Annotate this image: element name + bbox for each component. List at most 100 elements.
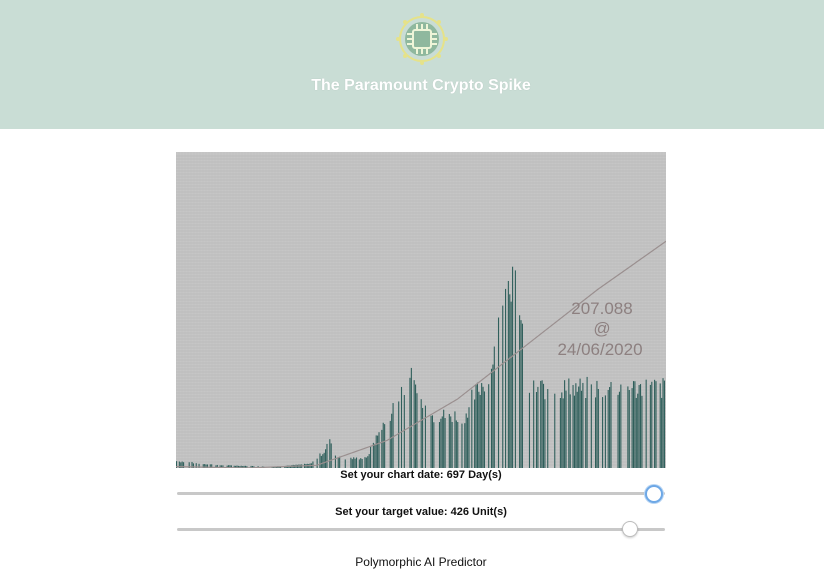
chart-bar <box>431 415 433 468</box>
chart-bar <box>597 389 599 468</box>
date-slider-thumb[interactable] <box>645 485 663 503</box>
site-header: The Paramount Crypto Spike <box>0 0 824 129</box>
chart-bar <box>209 464 211 468</box>
chart-bar <box>609 387 611 468</box>
chart-bar <box>655 381 657 468</box>
chart-bar <box>440 418 442 468</box>
chart-bar <box>457 422 459 468</box>
chart-bar <box>226 465 228 468</box>
chart-bar <box>322 454 324 468</box>
chart-bar <box>243 465 245 468</box>
chart-bar <box>651 381 653 468</box>
chart-bar <box>339 456 341 468</box>
chart-bar <box>438 422 441 468</box>
chart-bar <box>561 392 563 468</box>
chart-bar <box>206 464 209 468</box>
chart-bar <box>620 384 622 468</box>
chart-bar <box>639 384 642 468</box>
chart-bar <box>497 317 500 468</box>
chart-bar <box>228 465 230 468</box>
trend-line <box>176 240 666 468</box>
chart-bar <box>377 435 379 468</box>
chart-bar <box>490 368 493 468</box>
chart-bar <box>628 390 630 468</box>
chart-bar <box>659 383 661 468</box>
chart-bar <box>537 386 539 468</box>
chart-bar <box>361 459 363 468</box>
target-slider-track[interactable] <box>177 528 665 531</box>
chart-bar <box>579 378 581 468</box>
chart-bar <box>368 454 370 468</box>
chart-bar <box>575 383 577 468</box>
chart-bar <box>474 399 476 468</box>
chart-bar <box>632 381 635 468</box>
chart-bar <box>471 389 473 468</box>
chart-bar <box>610 382 612 468</box>
chart-bar <box>535 392 538 468</box>
target-slider-thumb[interactable] <box>622 521 638 537</box>
chart-bar <box>420 399 422 468</box>
price-chart: 207.088 @ 24/06/2020 <box>176 152 666 468</box>
chart-bar <box>461 423 463 468</box>
chart-bar <box>230 465 232 468</box>
chart-bar <box>451 421 453 468</box>
chart-bar <box>467 417 469 468</box>
date-slider-label: Set your chart date: 697 Day(s) <box>340 469 502 481</box>
chart-bar <box>365 457 367 468</box>
target-slider-label: Set your target value: 426 Unit(s) <box>335 506 507 518</box>
chart-bar <box>205 464 207 468</box>
chart-bar <box>482 386 484 468</box>
chart-bar <box>663 380 665 468</box>
chart-bar <box>403 395 405 468</box>
chart-bar <box>510 301 512 468</box>
chart-bar <box>233 465 235 468</box>
chart-bar <box>505 288 507 468</box>
chart-bar <box>364 457 366 468</box>
chart-bar <box>235 465 237 468</box>
chart-bar <box>392 403 394 468</box>
chart-bar <box>502 305 504 468</box>
annotation-at: @ <box>593 319 610 338</box>
chart-bar <box>372 442 374 468</box>
chart-bar <box>344 459 346 468</box>
chart-bar <box>572 385 574 468</box>
chart-bar <box>355 457 358 468</box>
chart-bar <box>319 453 321 468</box>
chart-bar <box>198 463 200 468</box>
chart-bar <box>433 422 435 468</box>
chart-bar <box>569 394 571 468</box>
chart-bar <box>400 386 403 468</box>
chart-bar <box>541 380 543 468</box>
chart-bar <box>661 397 663 468</box>
chart-bar <box>353 457 355 468</box>
chart-bar <box>325 449 327 468</box>
chart-bar <box>181 461 183 468</box>
chart-bar <box>211 464 213 468</box>
chart-bar <box>547 389 549 468</box>
chart-bar <box>573 395 576 468</box>
chart-bar <box>492 364 494 468</box>
chart-bar <box>244 465 246 468</box>
chart-bar <box>329 439 331 468</box>
chart-bar <box>204 464 206 468</box>
circuit-chip-logo-icon <box>396 13 448 65</box>
chart-bar <box>195 463 197 468</box>
chart-bar <box>565 390 567 468</box>
chart-bar <box>493 346 495 468</box>
chart-bar <box>638 385 640 468</box>
chart-bar <box>455 420 457 468</box>
chart-bar <box>441 416 443 468</box>
chart-bar <box>398 401 400 468</box>
chart-bar <box>562 398 564 468</box>
chart-bar <box>443 409 445 468</box>
chart-bar <box>374 443 376 468</box>
chart-bar <box>602 397 604 468</box>
date-slider-track[interactable] <box>177 492 665 495</box>
chart-bar <box>464 423 466 468</box>
chart-bar <box>450 416 452 468</box>
chart-bar <box>604 395 606 468</box>
chart-bar <box>391 413 393 468</box>
chart-bar <box>544 399 546 468</box>
chart-bar <box>521 323 523 468</box>
chart-bar <box>475 384 477 468</box>
